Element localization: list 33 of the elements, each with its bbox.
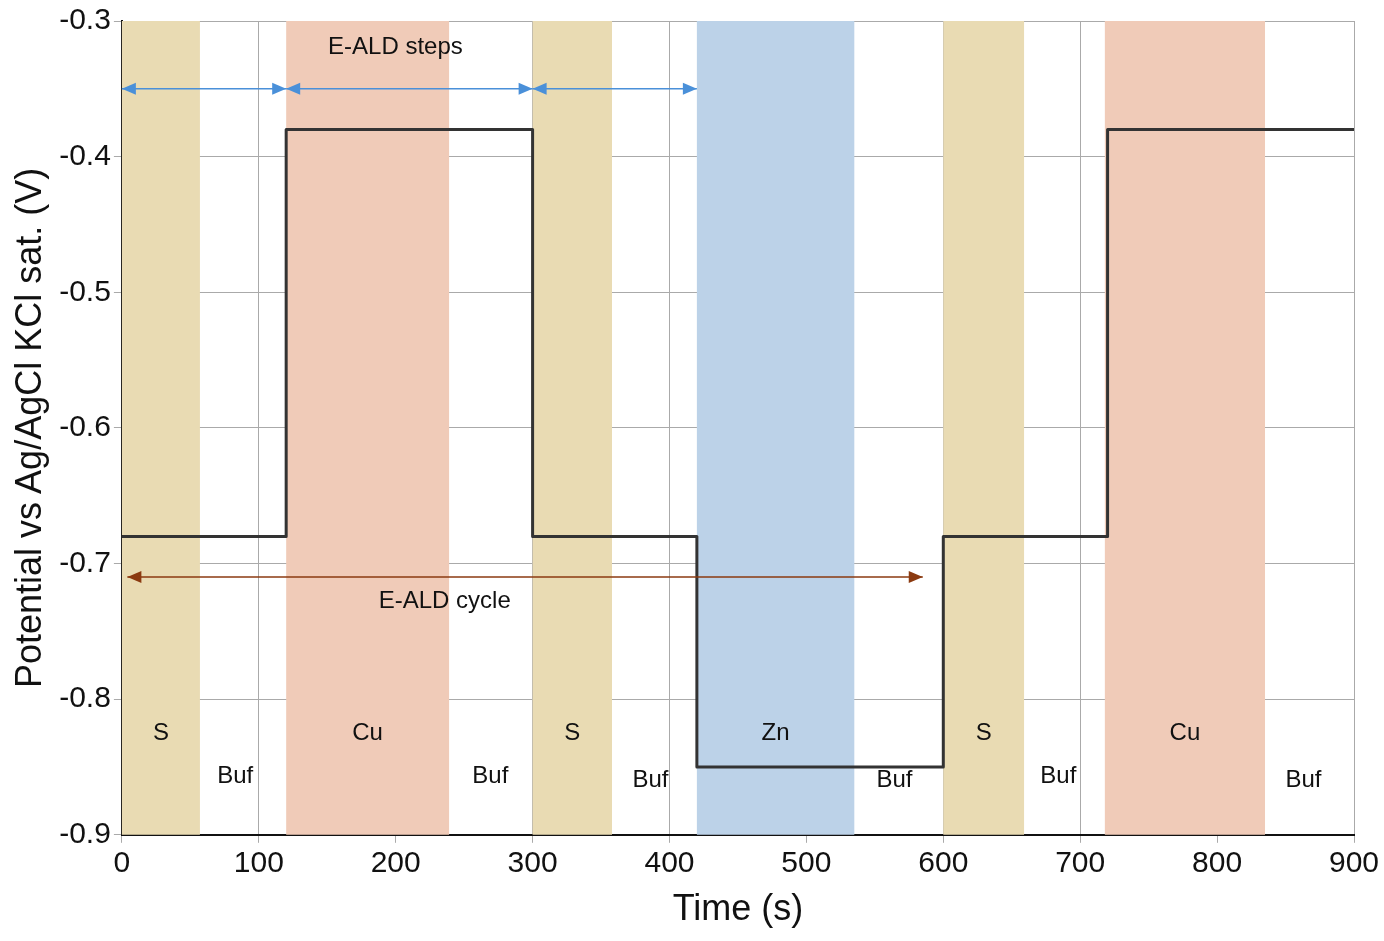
y-tick-label: -0.6 <box>59 409 111 443</box>
y-tick-label: -0.3 <box>59 2 111 36</box>
band-label: S <box>564 717 581 745</box>
x-tick-label: 900 <box>1328 845 1380 879</box>
y-axis-title: Potential vs Ag/AgCl KCl sat. (V) <box>7 167 49 689</box>
x-tick-label: 300 <box>507 845 558 879</box>
y-tick-label: -0.5 <box>59 273 111 307</box>
band-label: Cu <box>1169 717 1201 745</box>
annotation: Buf <box>1040 760 1077 788</box>
annotation: Buf <box>632 764 669 792</box>
annotation: Buf <box>472 760 509 788</box>
y-tick-label: -0.4 <box>59 137 111 171</box>
y-tick-label: -0.8 <box>59 680 111 714</box>
x-tick-label: 500 <box>781 845 832 879</box>
y-tick-label: -0.7 <box>59 544 111 578</box>
annotation: E-ALD cycle <box>378 585 511 613</box>
annotation: Buf <box>876 764 913 792</box>
band-label: S <box>152 717 169 745</box>
y-tick-label: -0.9 <box>59 816 111 850</box>
annotation: Buf <box>217 760 254 788</box>
annotation: Buf <box>1285 764 1322 792</box>
band-label: Cu <box>352 717 383 745</box>
x-tick-label: 800 <box>1192 845 1243 879</box>
x-tick-label: 700 <box>1055 845 1106 879</box>
x-tick-label: 600 <box>918 845 969 879</box>
band-label: Zn <box>761 717 790 745</box>
x-axis-title: Time (s) <box>672 887 804 929</box>
x-tick-label: 100 <box>233 845 284 879</box>
x-tick-label: 400 <box>644 845 695 879</box>
annotation: E-ALD steps <box>328 32 463 60</box>
band-label: S <box>975 717 992 745</box>
x-tick-label: 0 <box>113 845 131 879</box>
x-tick-label: 200 <box>370 845 421 879</box>
